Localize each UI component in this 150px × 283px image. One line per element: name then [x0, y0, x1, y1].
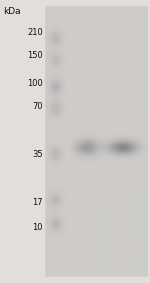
Text: 210: 210 — [27, 28, 43, 37]
Text: 10: 10 — [32, 223, 43, 232]
Text: 100: 100 — [27, 79, 43, 88]
Text: 150: 150 — [27, 51, 43, 60]
FancyBboxPatch shape — [45, 6, 147, 277]
Text: 17: 17 — [32, 198, 43, 207]
Text: kDa: kDa — [3, 7, 21, 16]
Text: 70: 70 — [32, 102, 43, 111]
Text: 35: 35 — [32, 150, 43, 159]
